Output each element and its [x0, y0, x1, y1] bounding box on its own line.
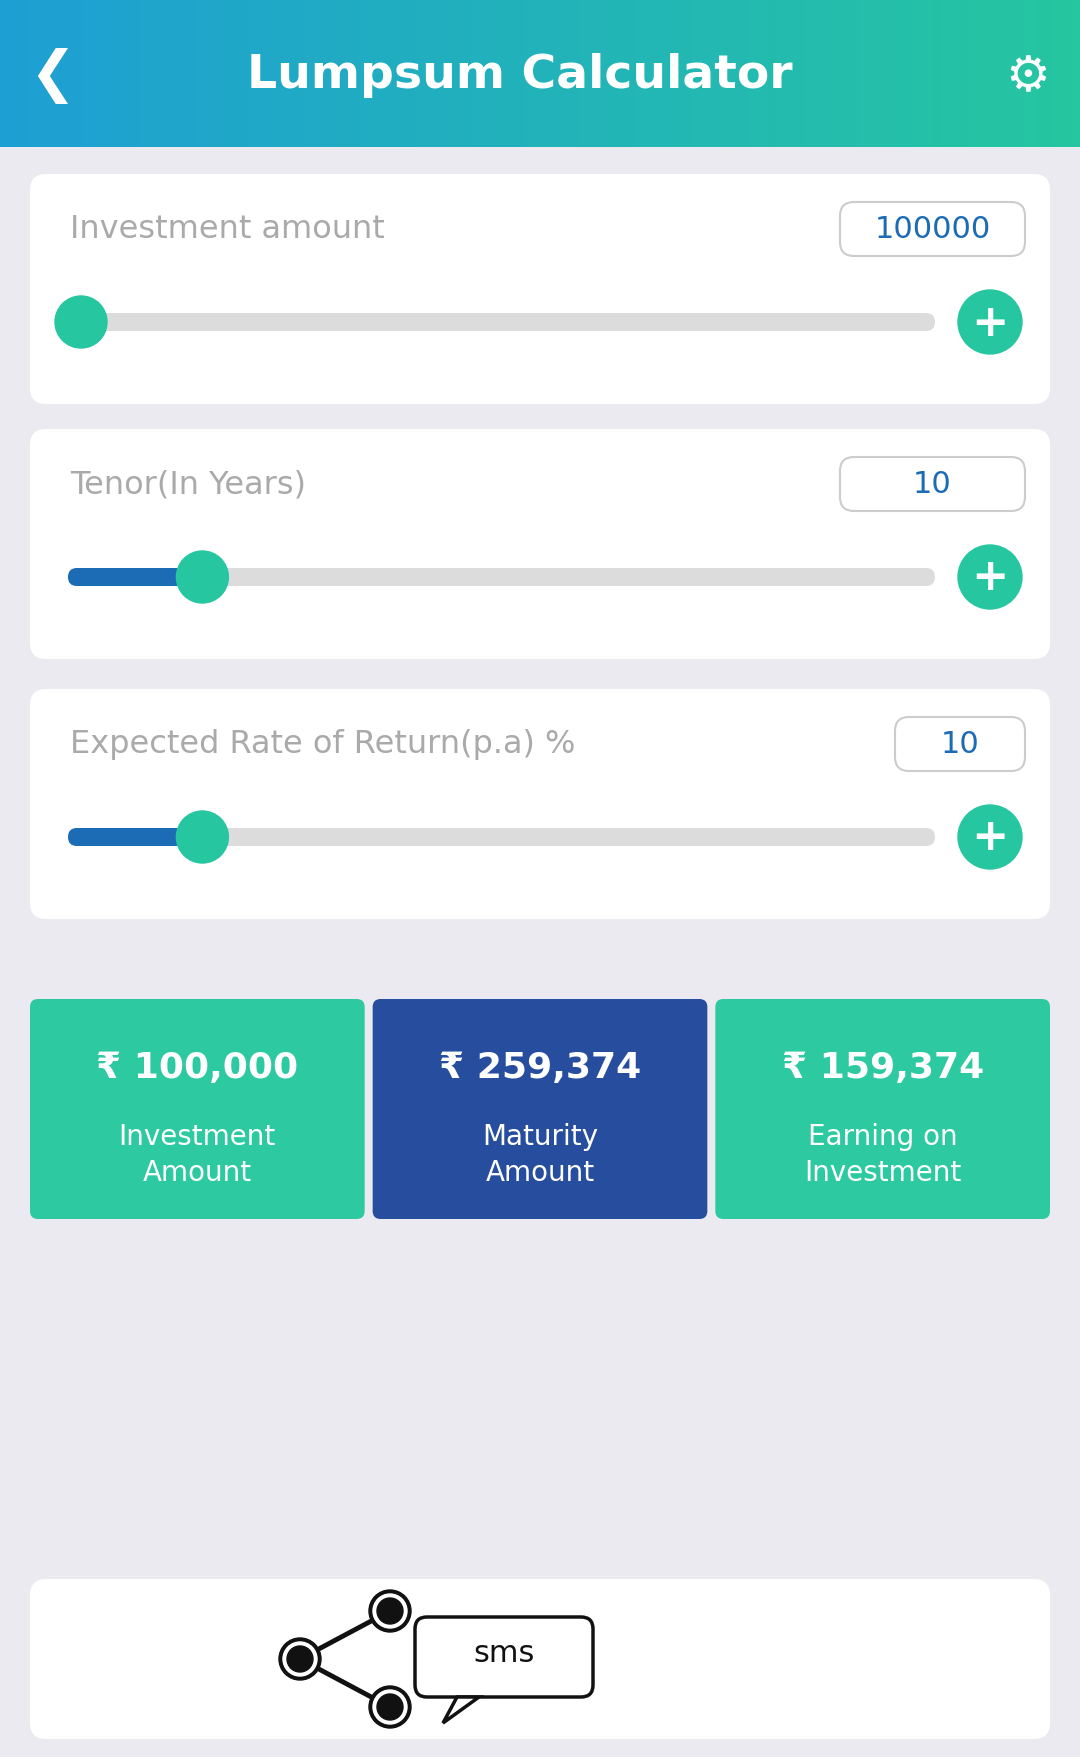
Text: +: +	[971, 557, 1009, 599]
FancyBboxPatch shape	[68, 315, 81, 332]
Text: ₹ 159,374: ₹ 159,374	[782, 1051, 984, 1084]
Circle shape	[373, 1690, 407, 1724]
Circle shape	[377, 1599, 403, 1623]
Circle shape	[958, 546, 1022, 610]
Text: 100000: 100000	[875, 216, 990, 244]
Circle shape	[176, 552, 228, 604]
Text: Earning on
Investment: Earning on Investment	[804, 1123, 961, 1186]
Text: ⚙: ⚙	[1005, 53, 1051, 100]
Text: Investment amount: Investment amount	[70, 214, 384, 246]
FancyBboxPatch shape	[68, 315, 935, 332]
FancyBboxPatch shape	[68, 829, 202, 847]
Text: Lumpsum Calculator: Lumpsum Calculator	[247, 53, 793, 98]
FancyBboxPatch shape	[30, 176, 1050, 404]
FancyBboxPatch shape	[415, 1616, 593, 1697]
Circle shape	[283, 1643, 318, 1676]
Text: 10: 10	[913, 471, 951, 499]
FancyBboxPatch shape	[715, 1000, 1050, 1219]
Text: 10: 10	[941, 731, 980, 759]
Circle shape	[279, 1638, 321, 1680]
Circle shape	[958, 292, 1022, 355]
FancyBboxPatch shape	[840, 459, 1025, 511]
FancyBboxPatch shape	[68, 569, 202, 587]
Text: +: +	[971, 302, 1009, 344]
Circle shape	[373, 1594, 407, 1629]
Text: Tenor(In Years): Tenor(In Years)	[70, 469, 306, 501]
Text: ❮: ❮	[29, 47, 76, 104]
Text: sms: sms	[473, 1639, 535, 1667]
Circle shape	[369, 1590, 411, 1632]
Circle shape	[369, 1687, 411, 1729]
Text: ₹ 100,000: ₹ 100,000	[96, 1051, 298, 1084]
Text: Investment
Amount: Investment Amount	[119, 1123, 276, 1186]
FancyBboxPatch shape	[30, 430, 1050, 659]
Circle shape	[287, 1646, 313, 1673]
FancyBboxPatch shape	[30, 1580, 1050, 1739]
Text: ₹ 259,374: ₹ 259,374	[438, 1051, 642, 1084]
Circle shape	[377, 1694, 403, 1720]
Text: Expected Rate of Return(p.a) %: Expected Rate of Return(p.a) %	[70, 729, 576, 761]
Text: +: +	[971, 815, 1009, 859]
Polygon shape	[443, 1697, 480, 1724]
FancyBboxPatch shape	[30, 689, 1050, 919]
Text: Maturity
Amount: Maturity Amount	[482, 1123, 598, 1186]
FancyBboxPatch shape	[895, 717, 1025, 771]
FancyBboxPatch shape	[30, 1000, 365, 1219]
Circle shape	[958, 805, 1022, 870]
FancyBboxPatch shape	[373, 1000, 707, 1219]
FancyBboxPatch shape	[840, 202, 1025, 257]
FancyBboxPatch shape	[68, 829, 935, 847]
FancyBboxPatch shape	[68, 569, 935, 587]
Circle shape	[176, 812, 228, 863]
Circle shape	[55, 297, 107, 350]
